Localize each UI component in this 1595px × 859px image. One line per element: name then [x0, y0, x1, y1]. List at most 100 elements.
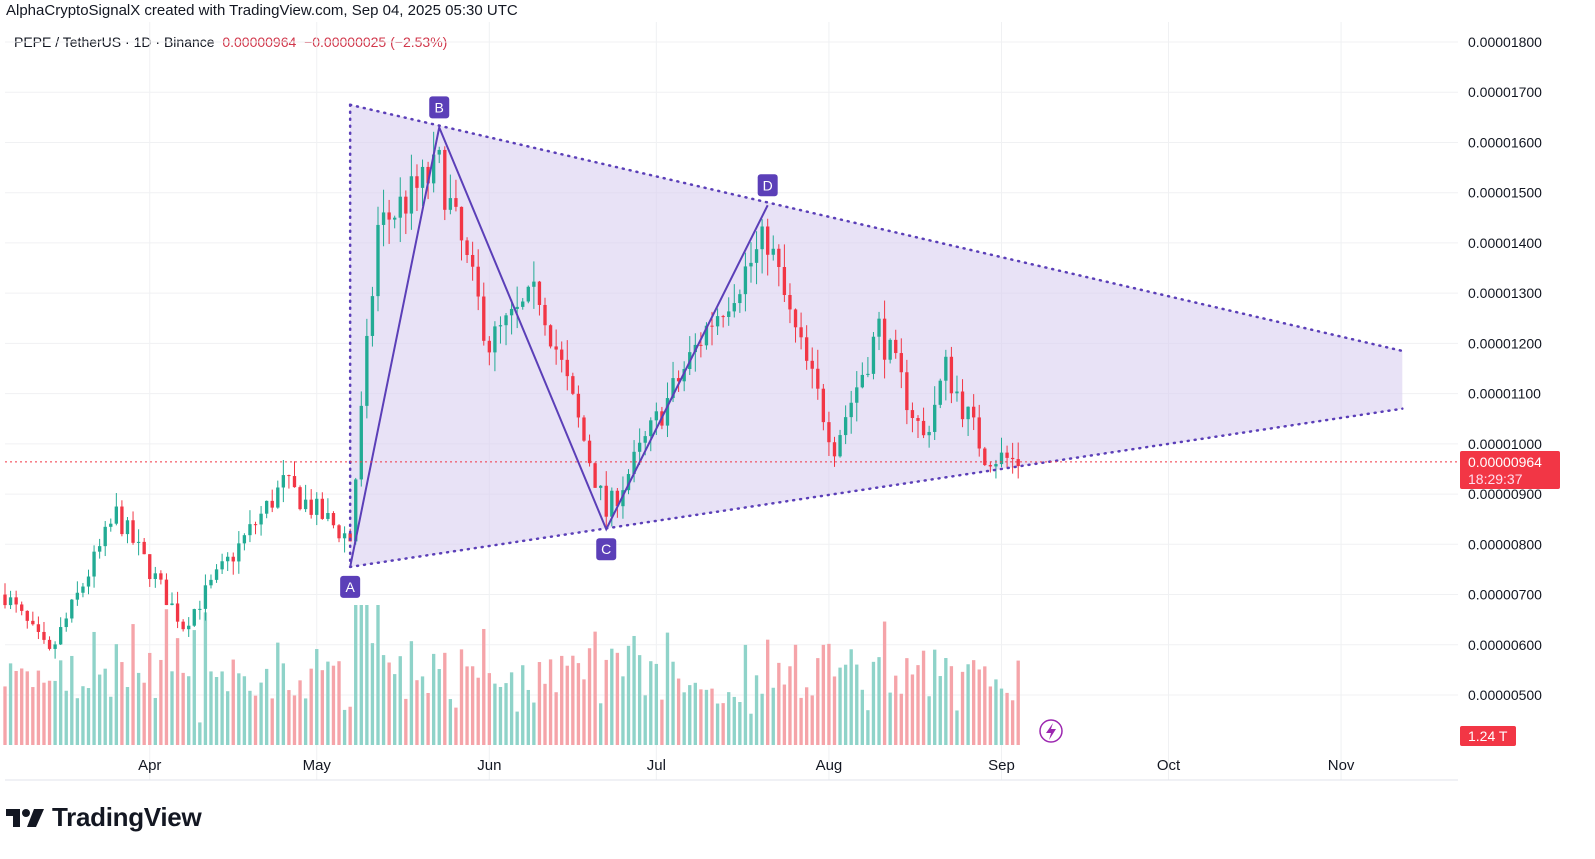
candle-body [92, 551, 96, 577]
volume-bar [543, 683, 547, 745]
price-badge-value: 0.00000964 [1468, 454, 1542, 470]
candle-body [599, 485, 603, 488]
candle-body [604, 485, 608, 517]
volume-bar [359, 605, 363, 745]
volume-bar [983, 666, 987, 745]
volume-bar [64, 690, 68, 745]
candle-body [259, 513, 263, 525]
triangle-pattern-area [350, 104, 1403, 567]
volume-bar [393, 674, 397, 745]
candle-body [899, 353, 903, 373]
candle-body [548, 325, 553, 347]
volume-bar [754, 675, 759, 745]
candle-body [53, 644, 57, 649]
volume-bar [426, 692, 430, 745]
volume-bar [214, 677, 219, 745]
volume-bar [827, 643, 831, 745]
candle-body [253, 524, 258, 526]
candle-body [342, 533, 347, 539]
volume-bar [459, 649, 464, 745]
candle-body [3, 594, 7, 606]
volume-bar [743, 644, 748, 745]
volume-bar [142, 682, 146, 745]
candle-body [543, 304, 547, 326]
candle-body [988, 465, 993, 467]
volume-bar [337, 661, 341, 745]
candle-body [120, 506, 124, 535]
candle-body [977, 417, 981, 449]
candle-body [704, 325, 709, 346]
candle-body [643, 436, 647, 443]
candle-body [237, 543, 241, 562]
candle-body [337, 525, 341, 539]
candle-body [381, 212, 386, 225]
candle-body [537, 281, 542, 305]
candle-body [565, 359, 569, 377]
candle-body [114, 506, 119, 524]
volume-bar [298, 680, 302, 745]
candle-body [487, 340, 492, 353]
volume-bar [1005, 692, 1009, 745]
volume-bar [59, 660, 63, 745]
candle-body [170, 603, 174, 606]
candle-body [465, 240, 469, 255]
candle-body [431, 154, 436, 184]
candle-body [125, 520, 130, 535]
candle-body [827, 422, 831, 443]
candle-body [470, 254, 475, 267]
candle-body [287, 475, 291, 477]
volume-bar [482, 628, 486, 745]
volume-bar [843, 664, 848, 745]
abcd-zigzag [349, 123, 769, 568]
price-badge-countdown: 18:29:37 [1468, 471, 1523, 487]
volume-bar [604, 659, 608, 745]
candle-body [749, 262, 753, 267]
volume-bar [682, 692, 686, 745]
candle-body [910, 410, 915, 419]
candle-body [927, 431, 931, 436]
volume-bar [871, 661, 876, 745]
volume-bar [420, 676, 425, 745]
volume-bar [320, 670, 324, 745]
candle-body [359, 405, 363, 480]
volume-bar [476, 677, 480, 745]
candle-body [331, 513, 336, 526]
price-tick-label: 0.00001600 [1468, 134, 1542, 150]
volume-bar [198, 722, 202, 745]
tradingview-logo[interactable]: TradingView [6, 802, 202, 833]
volume-bar [782, 684, 787, 745]
volume-bar [882, 621, 887, 745]
volume-bar [470, 666, 475, 745]
candle-body [426, 166, 430, 184]
candle-body [493, 326, 497, 353]
price-tick-label: 0.00001700 [1468, 84, 1542, 100]
volume-bar [231, 659, 235, 745]
volume-bar [81, 686, 85, 745]
time-tick-label: May [303, 757, 332, 774]
candle-body [571, 376, 575, 394]
point-label-b-bg [429, 96, 450, 119]
volume-bar [131, 624, 135, 745]
candle-body [31, 620, 35, 625]
price-axis[interactable]: 0.00000500 0.00000600 0.00000700 0.00000800… [1468, 34, 1542, 703]
lightning-icon[interactable] [1039, 719, 1063, 743]
volume-bar [727, 692, 731, 745]
candle-body [20, 604, 24, 611]
candle-body [209, 579, 213, 586]
candle-body [354, 479, 358, 542]
candle-body [153, 573, 157, 580]
time-axis[interactable]: Apr May Jun Jul Aug Sep Oct Nov [138, 757, 1355, 774]
volume-bar [97, 674, 102, 745]
candle-body [148, 554, 152, 580]
volume-bar [966, 664, 970, 745]
candle-body [576, 393, 581, 418]
volume-bar [615, 652, 620, 745]
volume-bar [793, 644, 798, 745]
candle-body [1016, 459, 1020, 467]
volume-bar [259, 682, 263, 745]
volume-bar [25, 671, 29, 745]
candle-body [181, 621, 185, 630]
candle-body [782, 267, 787, 296]
volume-bar [381, 655, 386, 745]
